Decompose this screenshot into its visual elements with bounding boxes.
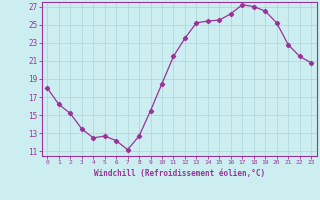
X-axis label: Windchill (Refroidissement éolien,°C): Windchill (Refroidissement éolien,°C) — [94, 169, 265, 178]
